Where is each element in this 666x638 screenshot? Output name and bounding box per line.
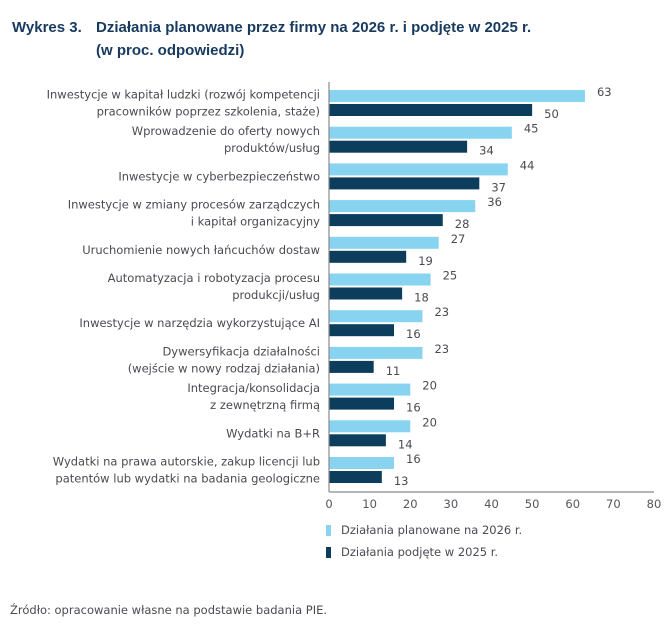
bar-planned-2026 bbox=[329, 346, 423, 359]
category-label: (wejście w nowy rodzaj działania) bbox=[128, 361, 320, 375]
category-label: patentów lub wydatki na badania geologic… bbox=[55, 472, 320, 486]
data-label: 50 bbox=[544, 107, 559, 121]
x-tick-label: 20 bbox=[403, 497, 418, 511]
category-label: Inwestycje w narzędzia wykorzystujące AI bbox=[79, 316, 320, 330]
data-label: 20 bbox=[422, 379, 437, 393]
bar-taken-2025 bbox=[329, 140, 468, 153]
category-label: Wydatki na B+R bbox=[226, 426, 320, 440]
data-label: 16 bbox=[406, 327, 421, 341]
category-label: Automatyzacja i robotyzacja procesu bbox=[108, 271, 320, 285]
data-label: 63 bbox=[597, 85, 612, 99]
bar-taken-2025 bbox=[329, 471, 382, 483]
data-label: 20 bbox=[422, 415, 437, 429]
chart-subtitle: (w proc. odpowiedzi) bbox=[96, 42, 245, 59]
data-label: 16 bbox=[406, 452, 421, 466]
data-label: 37 bbox=[491, 180, 506, 194]
x-tick-label: 30 bbox=[444, 497, 459, 511]
data-label: 13 bbox=[394, 474, 409, 488]
category-label: pracowników poprzez szkolenia, staże) bbox=[97, 105, 320, 119]
category-label: Dywersyfikacja działalności bbox=[162, 344, 320, 358]
bar-taken-2025 bbox=[329, 434, 386, 447]
category-label: z zewnętrzną firmą bbox=[210, 398, 320, 412]
legend-label: Działania planowane na 2026 r. bbox=[341, 523, 522, 537]
category-label: Inwestycje w cyberbezpieczeństwo bbox=[118, 169, 320, 183]
data-label: 14 bbox=[398, 437, 413, 451]
legend-swatch-taken bbox=[326, 547, 331, 558]
bar-taken-2025 bbox=[329, 287, 403, 300]
bar-taken-2025 bbox=[329, 324, 394, 337]
data-label: 45 bbox=[524, 122, 539, 136]
data-label: 25 bbox=[443, 269, 458, 283]
bar-taken-2025 bbox=[329, 360, 374, 373]
x-tick-label: 10 bbox=[362, 497, 377, 511]
data-label: 44 bbox=[520, 158, 535, 172]
x-tick-label: 80 bbox=[647, 497, 662, 511]
data-label: 16 bbox=[406, 401, 421, 415]
bar-planned-2026 bbox=[329, 126, 512, 139]
chart-title-main: Działania planowane przez firmy na 2026 … bbox=[96, 19, 532, 36]
category-label: Inwestycje w zmiany procesów zarządczych bbox=[68, 198, 320, 212]
data-label: 18 bbox=[414, 291, 429, 305]
bar-taken-2025 bbox=[329, 177, 480, 190]
category-label: Inwestycje w kapitał ludzki (rozwój komp… bbox=[47, 88, 320, 102]
category-label: produktów/usług bbox=[224, 141, 320, 155]
category-label: i kapitał organizacyjny bbox=[191, 215, 320, 229]
x-tick-label: 40 bbox=[484, 497, 499, 511]
bar-planned-2026 bbox=[329, 383, 411, 396]
bar-taken-2025 bbox=[329, 250, 407, 263]
category-label: Integracja/konsolidacja bbox=[187, 381, 320, 395]
bar-taken-2025 bbox=[329, 214, 443, 227]
data-label: 34 bbox=[479, 144, 494, 158]
data-label: 19 bbox=[418, 254, 433, 268]
data-label: 23 bbox=[434, 305, 449, 319]
x-tick-label: 60 bbox=[565, 497, 580, 511]
bar-planned-2026 bbox=[329, 200, 476, 213]
bar-planned-2026 bbox=[329, 420, 411, 433]
bar-planned-2026 bbox=[329, 236, 439, 249]
bar-taken-2025 bbox=[329, 397, 394, 410]
bar-chart: Inwestycje w kapitał ludzki (rozwój komp… bbox=[47, 82, 662, 559]
data-label: 28 bbox=[455, 217, 470, 231]
category-label: Uruchomienie nowych łańcuchów dostaw bbox=[82, 243, 320, 257]
source-note: Źródło: opracowanie własne na podstawie … bbox=[10, 603, 328, 617]
x-tick-label: 50 bbox=[525, 497, 540, 511]
category-label: Wydatki na prawa autorskie, zakup licenc… bbox=[53, 455, 320, 469]
bar-planned-2026 bbox=[329, 90, 585, 102]
chart-number: Wykres 3. bbox=[12, 19, 82, 36]
category-label: Wprowadzenie do oferty nowych bbox=[132, 124, 320, 138]
data-label: 36 bbox=[487, 195, 502, 209]
legend-label: Działania podjęte w 2025 r. bbox=[341, 545, 498, 559]
bar-taken-2025 bbox=[329, 104, 533, 116]
data-label: 23 bbox=[434, 342, 449, 356]
bar-planned-2026 bbox=[329, 163, 508, 176]
bar-planned-2026 bbox=[329, 273, 431, 286]
bar-planned-2026 bbox=[329, 457, 394, 469]
legend-swatch-planned bbox=[326, 525, 331, 536]
data-label: 11 bbox=[386, 364, 401, 378]
bar-planned-2026 bbox=[329, 310, 423, 323]
x-tick-label: 0 bbox=[325, 497, 332, 511]
category-label: produkcji/usług bbox=[232, 288, 320, 302]
x-tick-label: 70 bbox=[606, 497, 621, 511]
data-label: 27 bbox=[451, 232, 466, 246]
